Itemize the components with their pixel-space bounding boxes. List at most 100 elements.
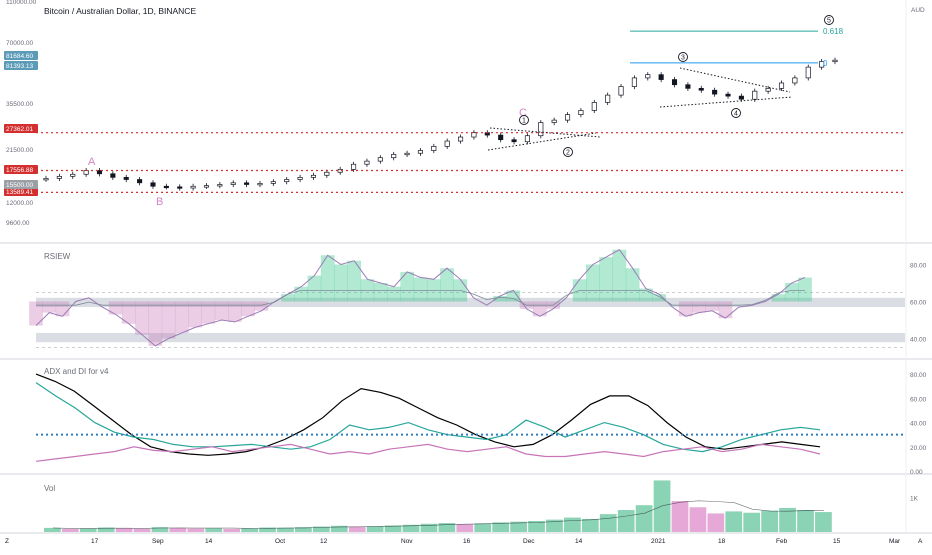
candle-body bbox=[137, 179, 143, 184]
candle-body bbox=[605, 94, 611, 103]
volume-bar bbox=[438, 523, 456, 532]
volume-bar bbox=[169, 527, 187, 532]
volume-bar bbox=[277, 527, 294, 532]
volume-bar bbox=[187, 528, 205, 532]
time-axis-label: Nov bbox=[401, 538, 413, 545]
volume-bar bbox=[312, 526, 330, 532]
candle-body bbox=[618, 86, 624, 96]
rsi-tick-label: 60.00 bbox=[910, 300, 927, 307]
price-badge-text: 81393.13 bbox=[6, 63, 33, 70]
candle-body bbox=[564, 114, 571, 121]
volume-bar bbox=[492, 522, 510, 532]
volume-ma-line bbox=[52, 500, 825, 529]
candle-body bbox=[230, 182, 236, 185]
price-badge-text: 17556.88 bbox=[6, 167, 33, 174]
price-badge-text: 15500.00 bbox=[6, 182, 33, 189]
time-axis-label: 14 bbox=[575, 538, 583, 545]
candle-body bbox=[631, 77, 637, 87]
adx-tick-label: 0.00 bbox=[910, 469, 923, 476]
volume-bar bbox=[79, 528, 97, 532]
volume-bar bbox=[797, 510, 814, 532]
volume-bar bbox=[815, 512, 832, 532]
price-badge-text: 27362.01 bbox=[6, 126, 33, 133]
candle-body bbox=[257, 183, 263, 186]
wave-count-circle bbox=[731, 108, 741, 118]
time-axis-label: Sep bbox=[152, 538, 164, 545]
volume-bar bbox=[725, 511, 743, 532]
rsi-band bbox=[36, 297, 905, 308]
volume-bar bbox=[223, 528, 241, 532]
time-axis-label: 16 bbox=[463, 538, 471, 545]
volume-bar bbox=[546, 519, 563, 532]
candle-body bbox=[70, 173, 76, 177]
candle-body bbox=[805, 66, 811, 79]
volume-bar bbox=[743, 512, 761, 532]
candle-body bbox=[698, 88, 704, 91]
rsi-pane-title: RSIEW bbox=[44, 252, 71, 261]
candle-body bbox=[645, 74, 651, 79]
candle-body bbox=[110, 173, 116, 178]
price-badge-text: 13589.41 bbox=[6, 189, 33, 196]
time-axis-label: Dec bbox=[523, 538, 535, 545]
candle-body bbox=[377, 157, 383, 162]
volume-bar bbox=[97, 527, 115, 532]
candle-body bbox=[832, 59, 838, 63]
volume-bar bbox=[259, 527, 276, 532]
rsi-tick-label: 40.00 bbox=[910, 337, 927, 344]
candle-body bbox=[190, 185, 196, 189]
volume-bar bbox=[366, 526, 384, 532]
time-axis-label: Feb bbox=[776, 538, 788, 545]
candle-body bbox=[310, 174, 317, 178]
volume-bar bbox=[295, 527, 312, 532]
candle-body bbox=[364, 160, 370, 165]
volume-bar bbox=[474, 523, 492, 532]
candle-body bbox=[244, 182, 250, 185]
candle-body bbox=[163, 185, 169, 189]
candle-body bbox=[458, 136, 464, 142]
candle-body bbox=[752, 90, 758, 100]
wave-count-label: 5 bbox=[827, 18, 831, 25]
wave-label-c: C bbox=[519, 107, 527, 119]
candle-body bbox=[150, 182, 156, 187]
candle-body bbox=[391, 154, 397, 159]
candle-body bbox=[778, 82, 785, 89]
candle-body bbox=[712, 89, 718, 95]
volume-bar bbox=[61, 528, 79, 532]
price-badge: 81684.60 bbox=[4, 51, 38, 60]
vol-pane-title: Vol bbox=[44, 484, 56, 493]
fib-0618-label: 0.618 bbox=[823, 27, 844, 36]
price-tick-label: 35500.00 bbox=[6, 101, 33, 108]
time-axis-label: 18 bbox=[718, 538, 726, 545]
wave-count-label: 4 bbox=[734, 111, 738, 118]
volume-bar bbox=[348, 526, 366, 532]
candle-body bbox=[578, 110, 584, 115]
triangle-line bbox=[679, 67, 791, 93]
time-axis-label: 12 bbox=[320, 538, 328, 545]
time-axis-label: 15 bbox=[833, 538, 841, 545]
volume-bar bbox=[330, 525, 348, 532]
volume-bar bbox=[510, 521, 527, 532]
candle-body bbox=[123, 177, 129, 180]
price-badge-bg bbox=[4, 61, 38, 70]
price-tick-label: 70000.00 bbox=[6, 40, 33, 47]
candle-body bbox=[725, 93, 731, 97]
candle-body bbox=[591, 102, 597, 111]
volume-bar bbox=[456, 524, 474, 532]
volume-bar bbox=[205, 528, 223, 532]
candle-body bbox=[792, 77, 798, 84]
volume-bar bbox=[133, 528, 151, 532]
volume-bar bbox=[779, 507, 796, 532]
adx-line bbox=[35, 373, 821, 456]
candle-body bbox=[551, 119, 557, 123]
candle-body bbox=[203, 185, 210, 188]
adx-tick-label: 40.00 bbox=[910, 421, 927, 428]
wave-count-label: 2 bbox=[566, 150, 570, 157]
di-plus-line bbox=[35, 382, 821, 453]
time-axis-label: Z bbox=[5, 538, 9, 545]
wave-count-circle bbox=[519, 115, 529, 125]
time-axis-label: Oct bbox=[275, 538, 285, 545]
rsi-band bbox=[36, 332, 905, 343]
price-badge: 15500.00 bbox=[4, 180, 38, 189]
price-tick-label: 21500.00 bbox=[6, 147, 33, 154]
